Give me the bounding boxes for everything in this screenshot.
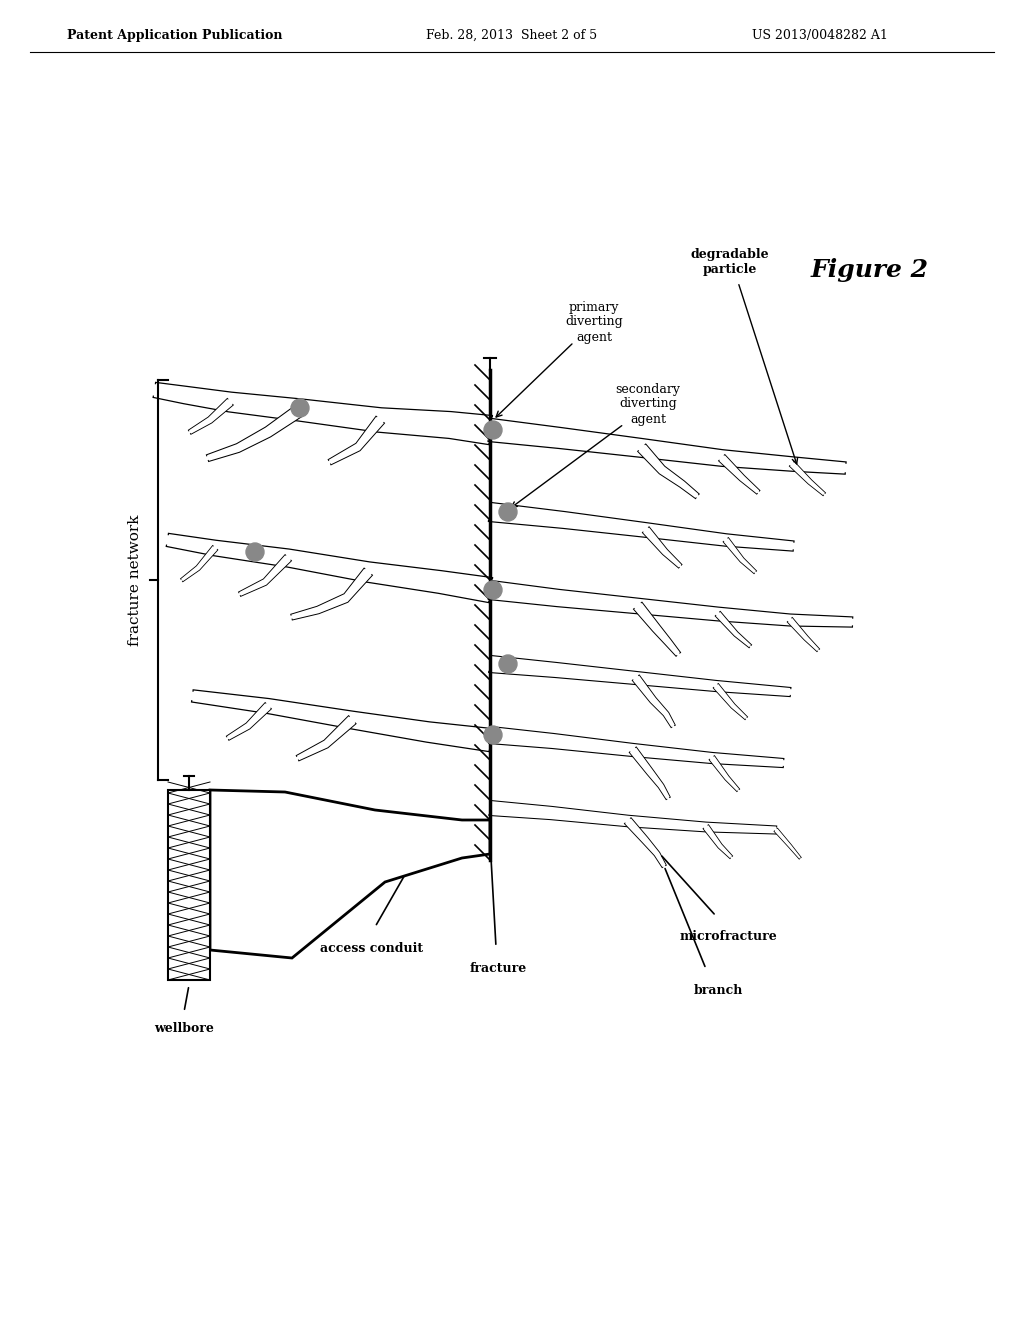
Circle shape — [499, 655, 517, 673]
Polygon shape — [210, 789, 490, 958]
Text: microfracture: microfracture — [679, 931, 777, 942]
Text: secondary
diverting
agent: secondary diverting agent — [615, 383, 681, 425]
Polygon shape — [787, 618, 819, 651]
Polygon shape — [716, 612, 751, 647]
Circle shape — [499, 503, 517, 521]
Polygon shape — [643, 528, 681, 568]
Polygon shape — [710, 756, 739, 791]
Polygon shape — [167, 535, 492, 602]
Text: Figure 2: Figure 2 — [811, 257, 929, 282]
Polygon shape — [489, 503, 794, 550]
Bar — [168, 789, 210, 979]
Polygon shape — [329, 417, 384, 465]
Circle shape — [291, 399, 309, 417]
Polygon shape — [790, 462, 825, 495]
Polygon shape — [488, 418, 846, 474]
Text: wellbore: wellbore — [154, 1022, 214, 1035]
Polygon shape — [240, 556, 291, 595]
Polygon shape — [227, 704, 270, 739]
Polygon shape — [719, 455, 760, 494]
Circle shape — [484, 421, 502, 440]
Text: branch: branch — [693, 983, 742, 997]
Text: degradable
particle: degradable particle — [690, 248, 769, 276]
Text: Patent Application Publication: Patent Application Publication — [68, 29, 283, 41]
Text: fracture network: fracture network — [128, 515, 142, 645]
Polygon shape — [703, 825, 732, 858]
Polygon shape — [292, 569, 372, 619]
Polygon shape — [489, 727, 783, 767]
Polygon shape — [714, 684, 748, 719]
Text: Feb. 28, 2013  Sheet 2 of 5: Feb. 28, 2013 Sheet 2 of 5 — [426, 29, 598, 41]
Text: primary
diverting
agent: primary diverting agent — [565, 301, 623, 343]
Text: access conduit: access conduit — [321, 942, 424, 954]
Text: US 2013/0048282 A1: US 2013/0048282 A1 — [752, 29, 888, 41]
Polygon shape — [154, 383, 492, 444]
Polygon shape — [638, 445, 698, 498]
Polygon shape — [193, 690, 492, 751]
Polygon shape — [181, 546, 217, 581]
Circle shape — [484, 726, 502, 744]
Text: fracture: fracture — [469, 962, 526, 975]
Polygon shape — [625, 818, 666, 867]
Polygon shape — [774, 829, 801, 858]
Polygon shape — [488, 581, 852, 627]
Polygon shape — [724, 539, 756, 573]
Polygon shape — [489, 801, 776, 833]
Polygon shape — [189, 399, 232, 434]
Circle shape — [246, 543, 264, 561]
Polygon shape — [297, 717, 355, 760]
Polygon shape — [207, 405, 303, 461]
Polygon shape — [630, 747, 670, 799]
Polygon shape — [633, 676, 675, 727]
Polygon shape — [634, 603, 680, 656]
Circle shape — [484, 581, 502, 599]
Polygon shape — [489, 656, 791, 696]
